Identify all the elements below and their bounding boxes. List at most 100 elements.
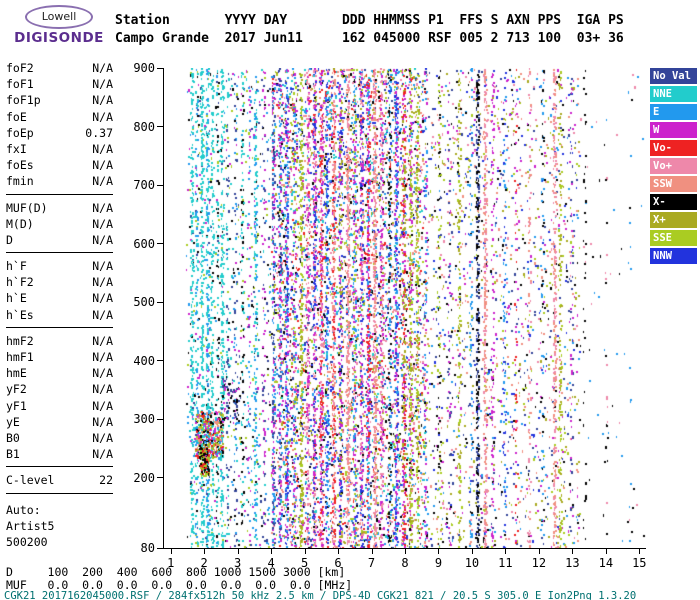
x-axis-tick <box>371 548 373 554</box>
parameter-value: N/A <box>92 200 113 215</box>
legend-item-noval: No Val <box>650 68 697 84</box>
y-axis-label: 200 <box>133 470 155 485</box>
parameter-value: N/A <box>92 259 113 274</box>
parameter-row: hmE N/A <box>6 365 113 381</box>
x-axis-tick <box>438 548 440 554</box>
parameter-value: N/A <box>92 291 113 306</box>
legend-item-vo: Vo+ <box>650 158 697 174</box>
distance-row: D 100 200 400 600 800 1000 1500 3000 [km… <box>6 565 346 579</box>
legend-item-e: E <box>650 104 697 120</box>
parameter-value: N/A <box>92 307 113 322</box>
parameter-label: B0 <box>6 430 20 445</box>
parameter-row: MUF(D) N/A <box>6 200 113 216</box>
parameter-row: foF1p N/A <box>6 92 113 108</box>
parameter-value: N/A <box>92 174 113 189</box>
y-axis-label: 600 <box>133 236 155 251</box>
parameter-row: foF2 N/A <box>6 60 113 76</box>
y-axis-tick <box>157 477 163 479</box>
x-axis-tick <box>304 548 306 554</box>
parameter-row: h`Es N/A <box>6 307 113 323</box>
parameter-value: N/A <box>92 398 113 413</box>
parameter-row: foE N/A <box>6 109 113 125</box>
parameter-row: h`E N/A <box>6 290 113 306</box>
x-axis-label: 9 <box>434 556 443 570</box>
parameter-row: B1 N/A <box>6 446 113 462</box>
parameter-group: hmF2 N/A hmF1 N/A hmE N/A yF2 N/A yF1 N/A yE N/A B0 N… <box>6 333 113 468</box>
parameter-label: hmF1 <box>6 350 34 364</box>
parameter-value: N/A <box>92 158 113 173</box>
legend-item-x: X+ <box>650 212 697 228</box>
parameter-value: N/A <box>92 430 113 445</box>
parameter-value: N/A <box>92 61 113 75</box>
x-axis-label: 14 <box>598 556 614 570</box>
lowell-logo-oval: Lowell <box>25 5 93 29</box>
y-axis-tick <box>157 243 163 245</box>
parameter-label: fxI <box>6 141 27 156</box>
parameter-label: M(D) <box>6 216 34 231</box>
parameter-row: yE N/A <box>6 414 113 430</box>
parameter-label: h`Es <box>6 307 34 322</box>
x-axis-label: 13 <box>565 556 580 570</box>
parameter-value: N/A <box>92 414 113 429</box>
x-axis-label: 2 <box>200 556 208 570</box>
parameter-label: B1 <box>6 447 20 462</box>
parameter-label: foEs <box>6 158 34 173</box>
y-axis-label: 500 <box>133 295 155 310</box>
parameter-value: N/A <box>92 77 113 92</box>
x-axis-tick <box>405 548 406 554</box>
parameter-label: h`E <box>6 291 27 306</box>
x-axis-label: 10 <box>464 556 480 570</box>
parameter-footer-line: Artist5 <box>6 518 55 533</box>
parameter-row: yF2 N/A <box>6 381 113 397</box>
ionogram-scatter-canvas <box>164 68 646 548</box>
x-axis-label: 3 <box>234 556 242 570</box>
parameter-row: hmF2 N/A <box>6 333 113 349</box>
parameter-row: fxI N/A <box>6 141 113 157</box>
y-axis-label: 300 <box>133 412 155 427</box>
parameter-footer-line: Auto: <box>6 502 41 517</box>
x-axis-tick <box>471 548 473 554</box>
legend-item-ssw: SSW <box>650 176 697 192</box>
y-axis-tick <box>157 184 163 186</box>
parameter-group: h`F N/A h`F2 N/A h`E N/A h`Es N/A <box>6 258 113 328</box>
parameter-row: foEp 0.37 <box>6 125 113 141</box>
x-axis-label: 6 <box>334 556 342 570</box>
parameter-value: 0.37 <box>85 125 113 140</box>
x-axis-tick <box>572 548 574 554</box>
parameter-row: yF1 N/A <box>6 398 113 414</box>
legend-item-x: X- <box>650 194 697 210</box>
y-axis-label: 80 <box>140 541 155 555</box>
x-axis-tick <box>639 548 641 554</box>
parameter-row: C-level 22 <box>6 472 113 488</box>
y-axis-tick <box>157 126 163 128</box>
y-axis-label: 900 <box>133 61 155 75</box>
parameter-value: N/A <box>92 109 113 124</box>
parameter-row: D N/A <box>6 232 113 248</box>
logo-digisonde-text: DIGISONDE <box>14 30 104 46</box>
legend-item-nne: NNE <box>650 86 697 102</box>
parameter-row: foF1 N/A <box>6 76 113 92</box>
parameter-value: 22 <box>99 473 113 488</box>
x-axis-label: 11 <box>498 556 513 570</box>
header-field-names-row: Station YYYY DAY DDD HHMMSS P1 FFS S AXN… <box>115 13 624 28</box>
status-line: CGK21_2017162045000.RSF / 284fx512h 50 k… <box>4 590 637 600</box>
parameter-value: N/A <box>92 232 113 247</box>
parameter-label: fmin <box>6 174 34 189</box>
legend-item-sse: SSE <box>650 230 697 246</box>
x-axis-tick <box>237 548 239 554</box>
parameter-label: h`F2 <box>6 275 34 290</box>
x-axis-label: 7 <box>367 556 376 570</box>
parameter-label: foF2 <box>6 61 34 75</box>
x-axis-tick <box>204 548 206 554</box>
y-axis-tick <box>157 67 163 69</box>
legend-item-nnw: NNW <box>650 248 697 264</box>
parameter-label: MUF(D) <box>6 200 48 215</box>
legend-item-vo: Vo- <box>650 140 697 156</box>
parameter-label: C-level <box>6 473 55 488</box>
y-axis-label: 800 <box>133 119 155 134</box>
y-axis-tick <box>157 360 163 362</box>
parameter-value: N/A <box>92 366 113 381</box>
y-axis-tick <box>157 418 163 420</box>
parameter-value: N/A <box>92 93 113 108</box>
